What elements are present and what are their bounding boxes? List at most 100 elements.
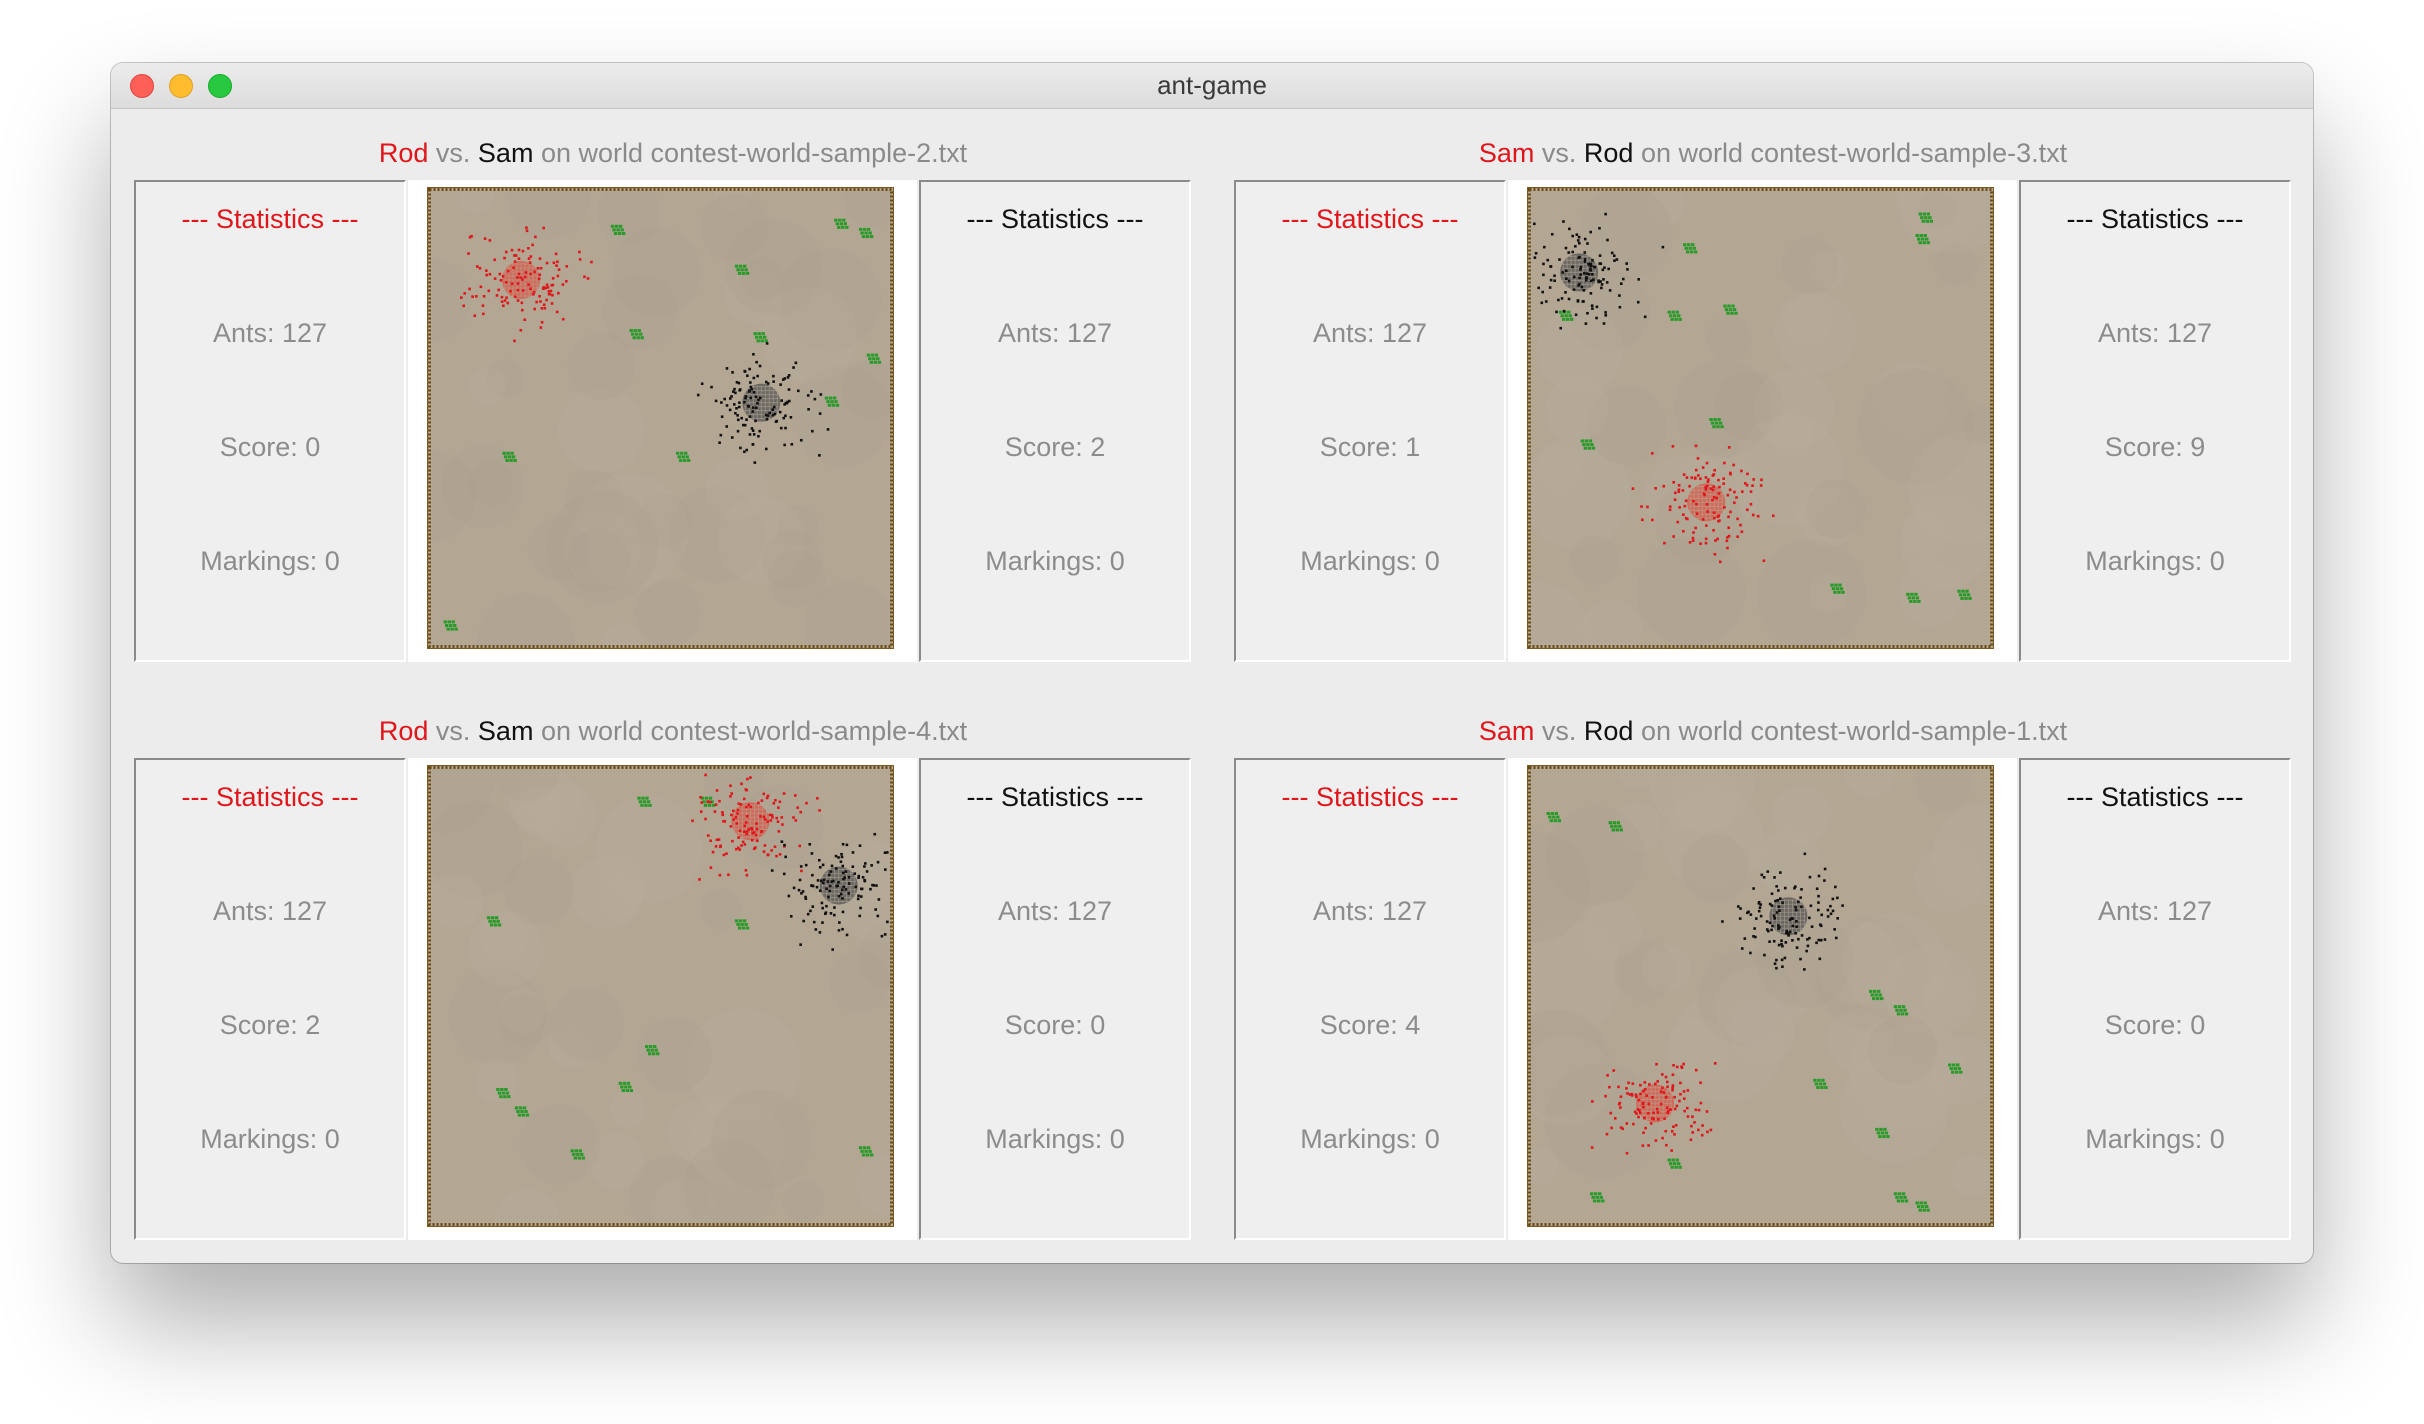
red-ant [725, 852, 728, 855]
food-cell [1921, 1205, 1925, 1209]
food-cell [496, 1088, 500, 1091]
food-cell [873, 360, 878, 364]
red-ant [718, 845, 722, 849]
black-ant [1583, 237, 1587, 241]
food-cell [450, 627, 454, 631]
sand-texture [686, 1008, 801, 1123]
sand-texture [504, 854, 574, 925]
black-ant [772, 380, 775, 383]
red-ant [754, 833, 758, 837]
red-ant [714, 803, 718, 806]
black-ant [1794, 931, 1797, 935]
world-map[interactable] [1528, 188, 1993, 648]
world-map[interactable] [1528, 766, 1993, 1226]
food-cell [704, 796, 709, 800]
black-ant [876, 914, 880, 918]
red-ant [1693, 1121, 1696, 1124]
black-ant [1817, 901, 1820, 904]
black-ant [788, 399, 791, 403]
food-cell [1690, 250, 1694, 254]
food-cell [1734, 311, 1738, 315]
zoom-window-button[interactable] [208, 74, 232, 98]
food-cell [1925, 1205, 1929, 1209]
black-ant [811, 873, 814, 877]
food-cell [1903, 1008, 1907, 1012]
food-cell [648, 803, 652, 807]
red-ant [1665, 1143, 1668, 1147]
game-panel-1: Rod vs. Sam on world contest-world-sampl… [134, 133, 1212, 678]
black-ant [1780, 942, 1783, 946]
black-ant [828, 889, 832, 893]
black-ant [1598, 262, 1602, 265]
food-cell [1921, 219, 1925, 223]
red-ant [1619, 1095, 1623, 1099]
minimize-window-button[interactable] [169, 74, 193, 98]
red-ant [551, 293, 554, 297]
food-cell [1961, 589, 1965, 593]
versus-label: vs. [1541, 716, 1577, 746]
food-cell [1875, 1127, 1879, 1131]
food-cell [489, 923, 494, 927]
black-ant [785, 401, 789, 405]
red-ant [746, 777, 749, 781]
black-ant [1540, 301, 1544, 305]
food-cell [683, 458, 687, 462]
red-ant [1693, 477, 1697, 480]
food-cell [1893, 1005, 1898, 1009]
food-cell [858, 1146, 863, 1150]
food-cell [1554, 812, 1558, 815]
red-ant [722, 853, 726, 857]
black-ant [1589, 269, 1593, 272]
sand-texture [711, 1089, 812, 1190]
food-cell [631, 332, 635, 336]
black-ant [1558, 258, 1561, 261]
black-ant [1577, 256, 1581, 259]
red-ant [475, 295, 478, 298]
food-cell [1669, 1162, 1673, 1166]
food-cell [1956, 1063, 1960, 1067]
sand-texture [1796, 484, 1859, 547]
ants-count: Ants: 127 [1312, 896, 1428, 926]
red-ant [578, 258, 582, 261]
food-cell [757, 332, 761, 336]
stats-header: --- Statistics --- [1281, 782, 1459, 812]
sand-texture [1665, 1018, 1729, 1082]
world-map[interactable] [428, 188, 893, 648]
red-ant [1642, 1105, 1645, 1109]
black-ant [787, 388, 791, 391]
food-cell [650, 1048, 654, 1052]
red-ant [467, 252, 470, 255]
world-map[interactable] [428, 766, 893, 1226]
black-ant [870, 864, 873, 867]
food-cell [618, 1081, 623, 1085]
red-ant [1674, 491, 1677, 495]
sand-texture [700, 888, 742, 930]
red-ant [493, 258, 497, 262]
black-ant [820, 901, 824, 905]
red-ant [1709, 1128, 1713, 1132]
black-ant [754, 406, 758, 410]
food-cell [492, 919, 496, 923]
red-ant [529, 287, 532, 291]
sand-texture [1785, 297, 1832, 344]
food-cell [742, 919, 747, 923]
food-patch [734, 264, 750, 275]
black-ant [874, 908, 877, 911]
black-ant [1533, 256, 1537, 259]
black-ant [1579, 268, 1582, 271]
red-ant [1746, 508, 1749, 512]
red-ant [798, 844, 802, 848]
food-cell [843, 222, 847, 226]
food-cell [1882, 1135, 1886, 1139]
app-window: ant-game Rod vs. Sam on world contest-wo… [111, 63, 2313, 1263]
sand-texture [570, 855, 645, 929]
food-cell [1619, 828, 1623, 832]
red-ant [1662, 484, 1666, 488]
red-ant [756, 839, 759, 842]
red-ant [1697, 474, 1700, 477]
red-ant [1684, 499, 1688, 503]
red-ant [1677, 488, 1681, 492]
food-cell [1582, 443, 1586, 447]
black-ant [1576, 239, 1580, 242]
close-window-button[interactable] [130, 74, 154, 98]
